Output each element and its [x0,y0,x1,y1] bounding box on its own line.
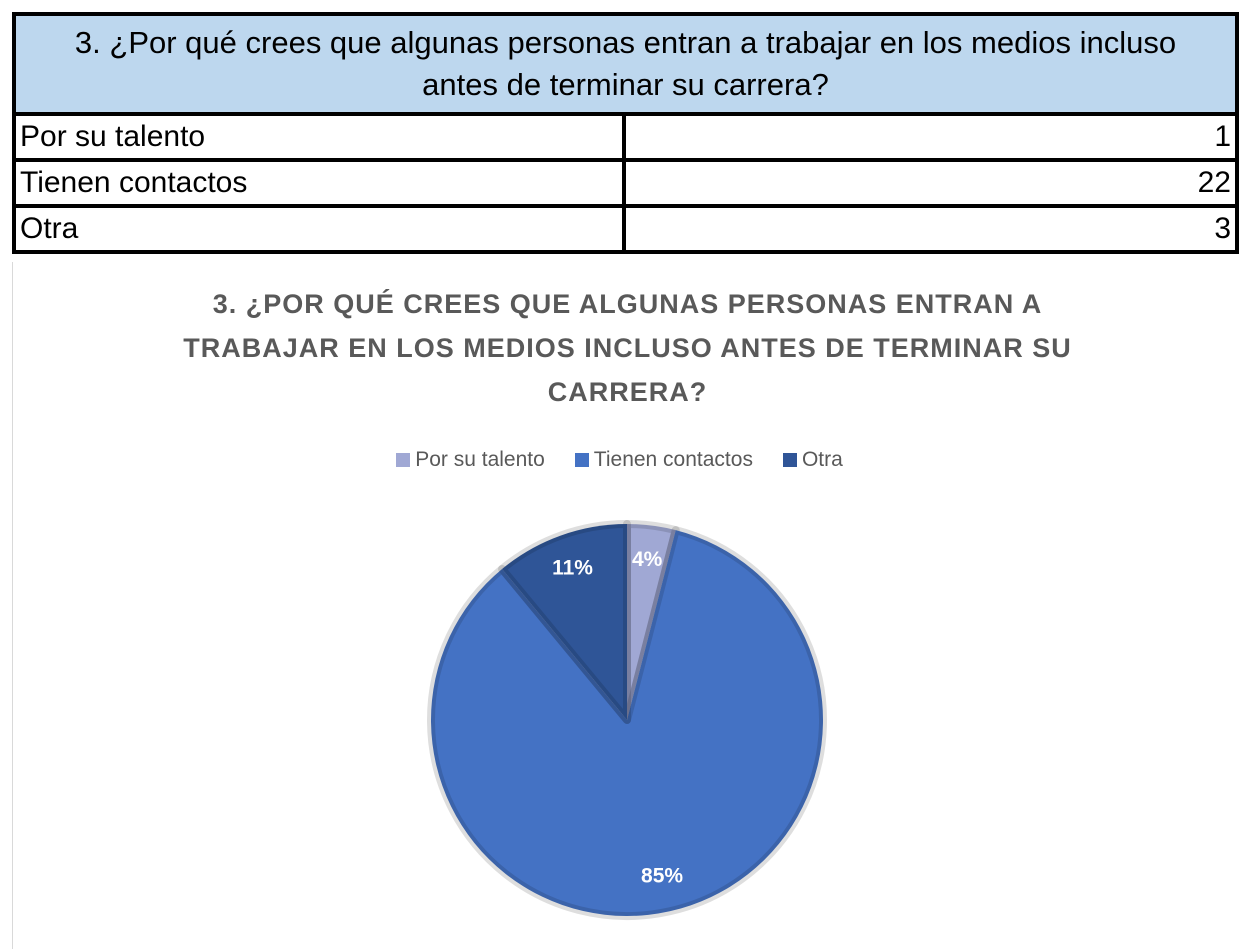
legend-swatch [782,453,797,467]
pie-slice [623,520,680,724]
row-label: Por su talento [12,112,626,162]
pie-slice [427,526,827,920]
row-value: 22 [622,158,1239,208]
legend-label: Por su talento [415,448,545,471]
data-table: 3. ¿Por qué crees que algunas personas e… [12,12,1239,254]
row-value: 3 [622,204,1239,254]
legend: Por su talento Tienen contactos Otra [0,448,1239,472]
data-label: 85% [641,864,683,887]
row-label: Tienen contactos [12,158,626,208]
table-header: 3. ¿Por qué crees que algunas personas e… [12,12,1239,116]
legend-label: Otra [801,448,843,471]
legend-swatch [396,453,411,467]
legend-swatch [574,453,589,467]
pie-slice [498,520,631,724]
chart-title: 3. ¿POR QUÉ CREES QUE ALGUNAS PERSONAS E… [183,289,1072,407]
data-label: 11% [552,556,593,579]
legend-item: Otra [782,448,843,472]
row-value: 1 [622,112,1239,162]
legend-item: Por su talento [396,448,545,472]
row-label: Otra [12,204,626,254]
legend-item: Tienen contactos [574,448,753,472]
chart-border [12,262,13,949]
legend-label: Tienen contactos [593,448,753,471]
data-label: 4% [632,548,663,571]
